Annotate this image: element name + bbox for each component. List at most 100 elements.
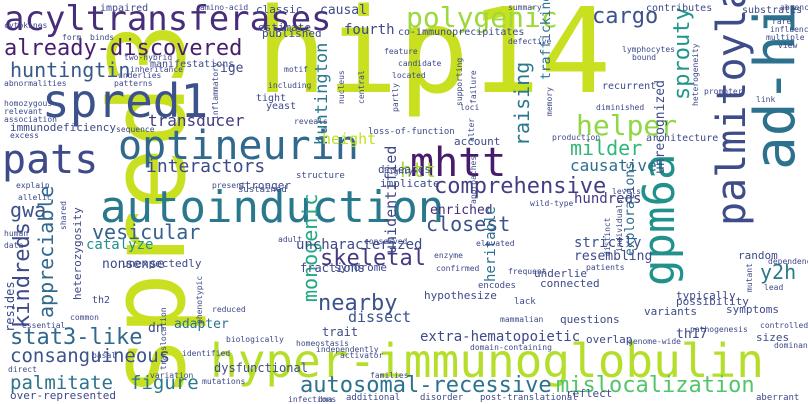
word: binds	[90, 33, 115, 42]
word: hypothesize	[424, 289, 497, 302]
word: sizes	[756, 331, 790, 344]
word: contributes	[646, 3, 713, 14]
word: relevant	[4, 107, 43, 116]
word: promoter	[704, 87, 743, 96]
word: stronger	[238, 179, 291, 192]
word: loss-of-function	[368, 127, 455, 137]
word: association	[4, 115, 57, 124]
word: tight	[256, 93, 287, 104]
word: supporting	[455, 57, 464, 106]
word: lymphocytes	[622, 45, 675, 54]
word: view	[778, 41, 798, 50]
word: polygenic	[406, 1, 558, 34]
word: common	[70, 313, 99, 322]
word: biologically	[226, 335, 284, 344]
word: raising	[510, 61, 534, 146]
word: loci	[460, 103, 480, 112]
word: optineurin	[118, 123, 359, 169]
word: hyper-immunoglobulin	[210, 334, 764, 388]
word: homeostasis	[296, 339, 349, 348]
word: abnormalities	[4, 79, 67, 88]
word: interactors	[146, 156, 266, 177]
word: reflect	[566, 387, 613, 400]
word: unexpectedly	[122, 257, 202, 270]
word: excess	[10, 131, 39, 140]
word: immunodeficiency	[10, 121, 116, 134]
word: classic	[256, 3, 303, 16]
word: structure	[296, 171, 345, 181]
word: transducer	[148, 111, 245, 130]
word: mhtt	[410, 140, 507, 186]
word: nucleus	[337, 70, 346, 104]
word: y2h	[760, 260, 797, 284]
word: disorder	[420, 393, 464, 403]
word: essential	[22, 321, 66, 330]
word: strictly	[574, 235, 642, 251]
word: autoinduction	[100, 182, 445, 233]
word: conserved	[364, 237, 408, 246]
word: architecture	[646, 133, 719, 144]
word: milder	[570, 136, 643, 160]
word: fractions	[300, 261, 366, 275]
word: resides	[3, 281, 17, 332]
word: recurrent	[602, 81, 657, 92]
word: trait	[322, 325, 359, 339]
word: explorations	[623, 162, 638, 256]
word: dependence	[768, 257, 808, 266]
word: appreciable	[34, 185, 58, 318]
word: ige	[220, 61, 244, 76]
word: published	[262, 27, 322, 40]
word: catalyze	[86, 237, 154, 253]
word: homozygous	[4, 99, 53, 108]
word: central	[357, 70, 366, 104]
word: levels	[612, 187, 641, 196]
word: wild-type	[530, 199, 574, 208]
word: figure	[130, 372, 199, 394]
word: patterns	[114, 79, 153, 88]
word: distinct	[603, 217, 612, 256]
word: over-represented	[10, 389, 116, 402]
word: huntingtin	[10, 58, 131, 82]
word: production	[552, 133, 601, 142]
word: account	[454, 135, 501, 148]
word: explain	[16, 181, 50, 190]
word: candidate	[398, 59, 442, 68]
word: diseases	[378, 163, 431, 176]
word: estimate	[258, 21, 311, 34]
word: frequent	[508, 267, 547, 276]
word: extra-hematopoietic	[420, 329, 581, 345]
word: reveals	[294, 117, 328, 126]
word: adult	[278, 235, 303, 244]
word: mislocalization	[556, 373, 755, 398]
word: fourth	[344, 22, 395, 38]
word: highly	[384, 167, 413, 176]
word: impaired	[100, 3, 149, 14]
word: variation	[150, 371, 194, 380]
word: autosomal-recessive	[300, 373, 552, 398]
word: overlap	[586, 333, 633, 346]
word: already-discovered	[4, 36, 243, 61]
word: questions	[560, 313, 620, 326]
word: sequence	[116, 125, 155, 134]
word: dna	[318, 395, 333, 404]
word: random	[738, 249, 778, 262]
word: co-immunoprecipitates	[398, 27, 525, 38]
word: partly	[391, 83, 400, 112]
word: inflammatory	[211, 62, 220, 120]
word: stat3-like	[10, 325, 143, 350]
word: typically	[676, 289, 736, 302]
word: causative	[570, 156, 657, 175]
word: summary	[508, 3, 542, 12]
word: dn	[148, 321, 164, 336]
word: independently	[316, 345, 379, 354]
word: absence	[780, 3, 808, 12]
word: spred1	[42, 74, 209, 128]
word: present	[212, 181, 246, 190]
word: gwa	[10, 198, 47, 222]
word: additional	[346, 393, 401, 403]
word: including	[268, 81, 312, 90]
word: influence	[770, 25, 808, 34]
word: skeletal	[320, 246, 426, 271]
word: dysfunctional	[214, 361, 308, 375]
word: controlled	[760, 321, 808, 330]
